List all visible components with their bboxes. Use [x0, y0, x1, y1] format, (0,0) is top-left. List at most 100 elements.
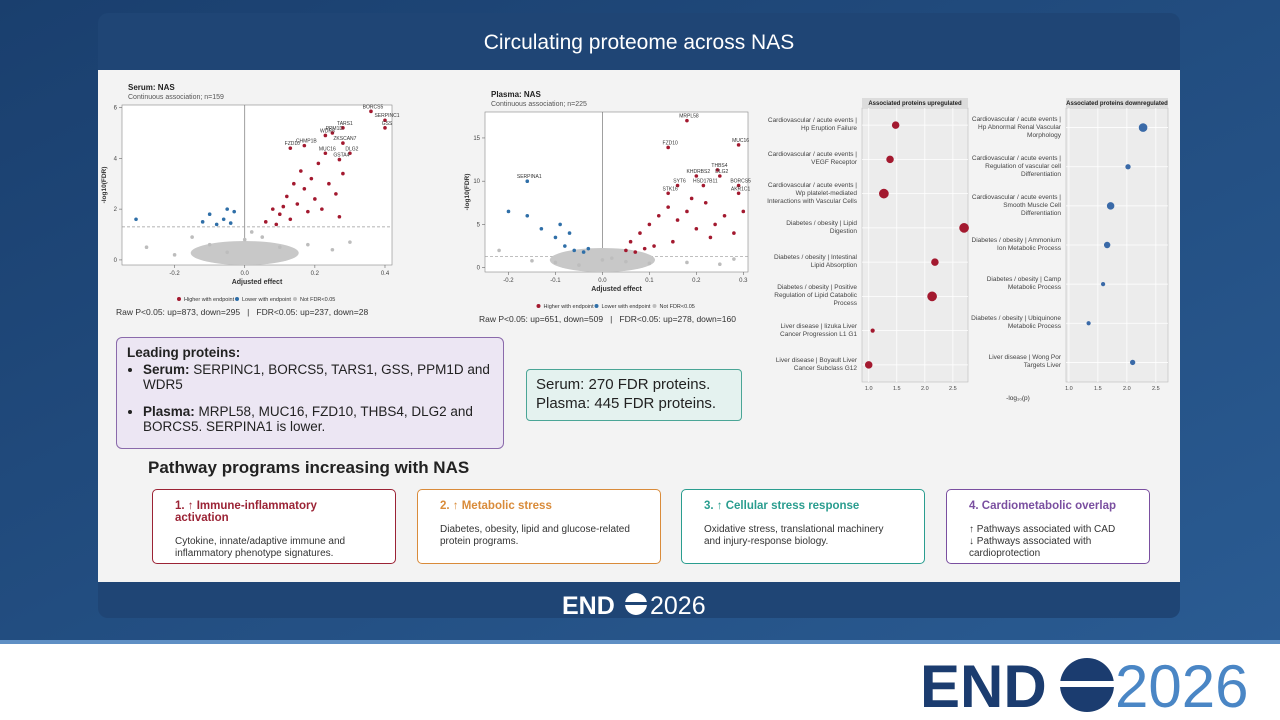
card-text: Diabetes, obesity, lipid and glucose-rel…: [440, 524, 630, 547]
strip: [862, 98, 968, 108]
legend-swatch: [235, 297, 239, 301]
x-tick-label: 1.5: [1094, 386, 1102, 392]
item-label: Serum:: [143, 362, 190, 377]
category-label: Liver disease | Wong Por Targets Liver: [988, 354, 1061, 370]
x-tick-label: -0.2: [169, 271, 180, 277]
point: [600, 258, 605, 262]
x-tick-label: 2.0: [921, 386, 929, 392]
point: [288, 217, 293, 222]
point: [323, 151, 328, 156]
category-label: Cardiovascular / acute events | Hp Erupt…: [767, 117, 857, 133]
legend-swatch: [536, 304, 541, 308]
y-axis-label: -log10(FDR): [101, 167, 108, 204]
point-label: MRPL58: [679, 114, 699, 120]
category-label: Cardiovascular / acute events | Smooth M…: [971, 193, 1061, 217]
plot-frame: [484, 111, 749, 273]
dot: [870, 328, 875, 333]
point: [736, 143, 741, 147]
legend-swatch: [293, 297, 297, 301]
point: [685, 118, 689, 123]
point: [369, 109, 373, 114]
spacer: [360, 75, 470, 99]
point: [736, 191, 741, 196]
x-axis-label: -log₁₀(p): [1006, 395, 1030, 402]
point-label: ZKSCAN7: [333, 136, 356, 142]
category-label: Diabetes / obesity | Intestinal Lipid Ab…: [774, 254, 857, 270]
legend-label: Not FDR<0.05: [300, 297, 335, 303]
category-label: Cardiovascular / acute events | Regulati…: [971, 154, 1061, 178]
point: [675, 183, 680, 188]
point-label: FZD10: [285, 141, 301, 147]
category-label: Diabetes / obesity | Lipid Digestion: [786, 219, 857, 235]
y-tick-label: 6: [114, 106, 118, 112]
strip-title: Associated proteins upregulated: [868, 101, 962, 107]
dot: [1086, 321, 1091, 326]
point: [638, 231, 642, 235]
plot-frame: [121, 104, 393, 266]
point: [207, 242, 212, 247]
point: [228, 221, 233, 225]
point-label: CHMP1B: [296, 139, 318, 145]
point: [341, 171, 345, 176]
point: [285, 194, 289, 199]
x-axis-label: Adjusted effect: [591, 286, 642, 293]
x-tick-label: 0.2: [311, 271, 320, 277]
point: [642, 246, 647, 251]
point: [671, 239, 675, 244]
point: [685, 209, 689, 214]
point-label: AKR1C1: [731, 186, 751, 192]
point-label: MUC16: [319, 146, 336, 152]
point: [715, 168, 720, 172]
point: [309, 176, 314, 181]
x-tick-label: 2.0: [1123, 386, 1131, 392]
point-label: HSD17B11: [693, 179, 718, 185]
point: [323, 133, 328, 138]
point-label: MUC16: [732, 138, 749, 144]
point-label: SERPINA1: [517, 174, 542, 180]
y-axis-label: -log10(FDR): [464, 174, 471, 211]
point-label: WDR5: [320, 128, 335, 134]
x-tick-label: 0.0: [598, 278, 607, 284]
x-tick-label: 0.1: [645, 278, 654, 284]
card-text: Oxidative stress, translational machiner…: [704, 524, 884, 547]
point: [525, 179, 530, 183]
category-label: Liver disease | Boyault Liver Cancer Sub…: [775, 356, 857, 372]
point: [144, 245, 149, 250]
pathway-heading: Pathway programs increasing with NAS: [148, 458, 470, 477]
point: [685, 260, 689, 265]
point: [299, 169, 303, 173]
point: [624, 248, 628, 253]
y-tick-label: 15: [473, 136, 480, 142]
y-tick-label: 0: [477, 266, 481, 272]
strip: [1066, 98, 1168, 108]
point: [732, 257, 736, 261]
item-label: Plasma:: [143, 404, 195, 419]
x-tick-label: 0.2: [692, 278, 701, 284]
x-tick-label: 2.5: [949, 386, 957, 392]
point: [647, 261, 652, 266]
point-label: BORCS5: [363, 104, 384, 110]
x-axis-label: Adjusted effect: [232, 279, 283, 286]
y-tick-label: 0: [114, 258, 118, 264]
dot: [864, 361, 873, 369]
y-tick-label: 5: [477, 222, 481, 228]
card-title: 1. ↑ Immune-inflammatory activation: [175, 500, 317, 524]
point: [553, 235, 558, 240]
point: [348, 240, 352, 244]
point: [288, 146, 293, 150]
point: [277, 212, 282, 217]
dot: [1125, 164, 1131, 170]
point: [232, 209, 237, 214]
y-tick-label: 2: [114, 207, 118, 213]
strip-title: Associated proteins downregulated: [1066, 101, 1168, 107]
point: [281, 204, 286, 209]
point: [242, 237, 247, 242]
point: [221, 217, 226, 222]
point: [718, 262, 722, 267]
card-text: Cytokine, innate/adaptive immune and inf…: [175, 536, 346, 559]
point: [292, 181, 296, 186]
x-tick-label: 0.4: [381, 271, 390, 277]
legend-label: Not FDR<0.05: [660, 304, 695, 310]
leading-title: Leading proteins:: [127, 345, 241, 360]
point: [348, 151, 352, 156]
